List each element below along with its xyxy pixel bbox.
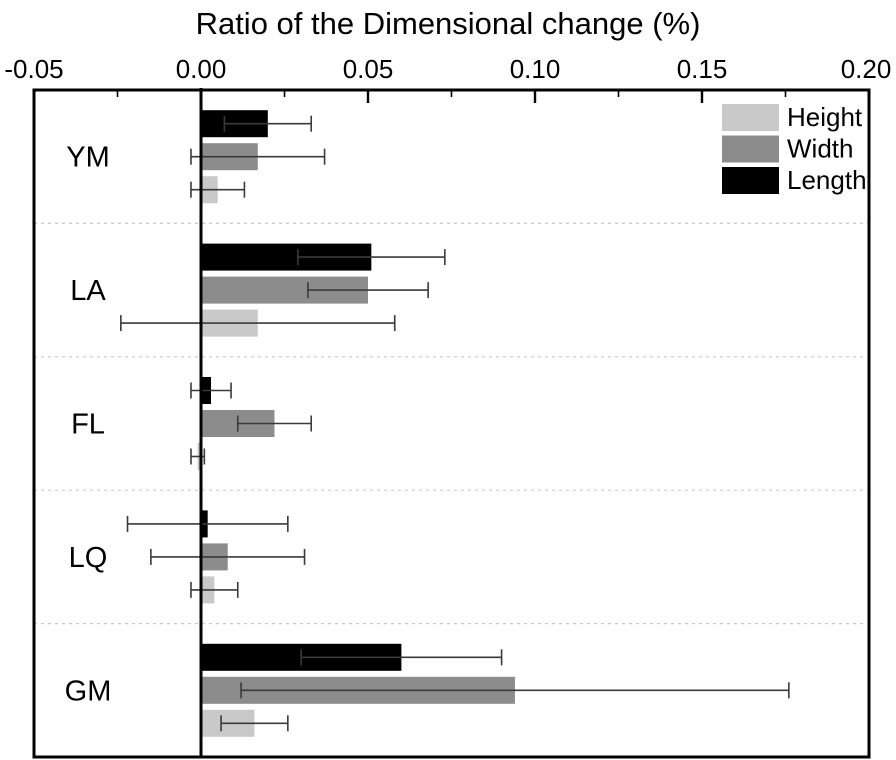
category-label-lq: LQ [69, 542, 108, 574]
category-label-la: LA [70, 275, 106, 307]
legend-label-width: Width [787, 134, 853, 164]
x-tick-label: 0.20 [841, 54, 892, 84]
legend-label-length: Length [787, 165, 867, 195]
error-bar-ym-width [190, 148, 326, 165]
x-tick-label: 0.00 [176, 54, 227, 84]
x-tick-label: -0.05 [4, 54, 63, 84]
error-bar-la-width [307, 282, 429, 299]
category-label-gm: GM [65, 675, 112, 707]
plot-frame [32, 88, 871, 759]
error-bar-lq-height [190, 581, 239, 598]
category-label-ym: YM [66, 142, 110, 174]
error-bar-gm-width [240, 682, 790, 699]
error-bar-la-length [297, 249, 446, 266]
x-tick-label: 0.15 [677, 54, 728, 84]
error-bar-fl-width [236, 415, 313, 432]
x-tick-label: 0.10 [510, 54, 561, 84]
legend-swatch-width [722, 135, 779, 163]
error-bar-lq-width [150, 548, 306, 565]
category-label-fl: FL [71, 409, 105, 441]
legend-swatch-height [722, 104, 779, 131]
legend-swatch-length [722, 167, 779, 194]
legend-label-height: Height [787, 102, 863, 132]
error-bar-gm-length [300, 649, 503, 666]
chart-title: Ratio of the Dimensional change (%) [195, 6, 701, 41]
error-bar-ym-length [223, 115, 313, 132]
error-bar-lq-length [126, 515, 289, 532]
error-bar-fl-length [190, 382, 232, 399]
error-bar-la-height [120, 315, 396, 332]
x-tick-label: 0.05 [343, 54, 394, 84]
error-bar-gm-height [220, 715, 289, 732]
